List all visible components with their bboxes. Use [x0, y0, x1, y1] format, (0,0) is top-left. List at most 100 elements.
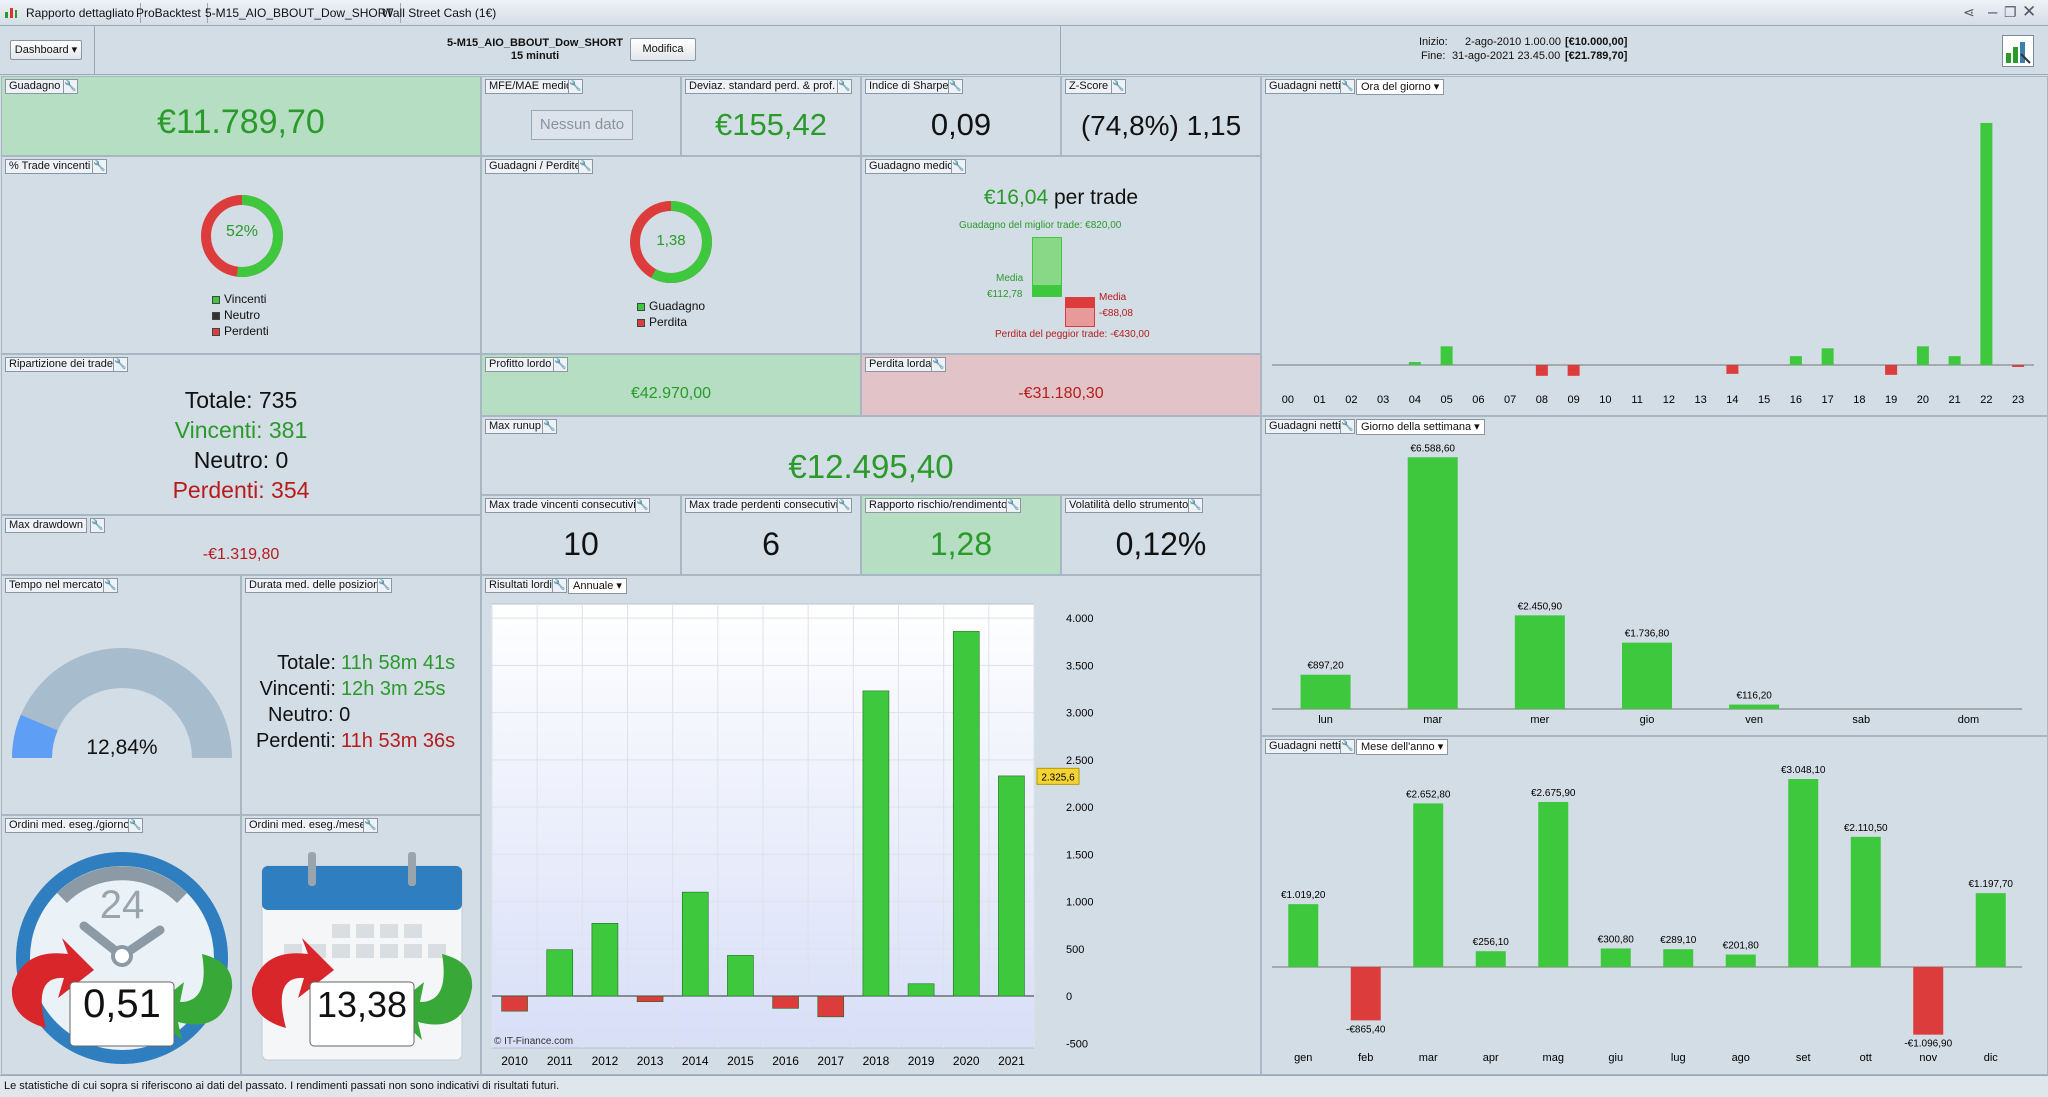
- wrench-icon[interactable]: 🔧: [113, 357, 128, 372]
- watermark: © IT-Finance.com: [494, 1036, 573, 1047]
- zscore-value: (74,8%) 1,15: [1080, 110, 1242, 141]
- gain-value: €11.789,70: [157, 103, 325, 141]
- tab-instrument[interactable]: Wall Street Cash (1€): [382, 6, 497, 20]
- y-tick-label: 2.000: [1066, 802, 1094, 814]
- wrench-icon[interactable]: 🔧: [103, 578, 118, 593]
- max-consecutive-wins-panel: Max trade vincenti consecutivi 🔧 10: [481, 495, 681, 575]
- panel-title: Ordini med. eseg./mese: [245, 818, 370, 833]
- wrench-icon[interactable]: 🔧: [635, 498, 650, 513]
- period-dropdown[interactable]: Annuale ▾: [568, 578, 627, 594]
- worst-trade: Perdita del peggior trade: -€430,00: [995, 329, 1150, 340]
- tab-probacktest[interactable]: ProBacktest: [130, 3, 208, 23]
- bar: [1350, 967, 1381, 1021]
- panel-title: Durata med. delle posizioni: [245, 578, 386, 593]
- risk-reward-value: 1,28: [929, 526, 993, 562]
- max-runup-panel: Max runup 🔧 €12.495,40: [481, 416, 1261, 495]
- x-tick-label: dic: [1984, 1052, 1999, 1064]
- time-in-market-panel: Tempo nel mercato 🔧 12,84%: [1, 575, 241, 815]
- tab-system[interactable]: 5-M15_AIO_BBOUT_Dow_SHORT: [199, 3, 401, 23]
- tab-detailed-report[interactable]: Rapporto dettagliato: [20, 3, 142, 23]
- wrench-icon[interactable]: 🔧: [377, 578, 392, 593]
- x-tick-label: 15: [1758, 394, 1770, 406]
- avg-win-value: €112,78: [987, 289, 1023, 300]
- panel-title: Guadagni / Perdite: [485, 159, 585, 174]
- gross-loss-value: -€31.180,30: [1018, 385, 1104, 402]
- panel-title: Deviaz. standard perd. & prof.: [685, 79, 840, 94]
- duration-total-value: 11h 58m 41s: [341, 652, 456, 674]
- wrench-icon[interactable]: 🔧: [542, 419, 557, 434]
- modify-button[interactable]: Modifica: [630, 38, 696, 61]
- x-tick-label: 23: [2012, 394, 2024, 406]
- wrench-icon[interactable]: 🔧: [951, 159, 966, 174]
- restore-icon[interactable]: ❐: [2004, 4, 2017, 20]
- x-tick-label: 09: [1568, 394, 1580, 406]
- wrench-icon[interactable]: 🔧: [837, 498, 852, 513]
- bar: [1729, 704, 1780, 709]
- bar: [1535, 365, 1548, 376]
- hourly-dropdown[interactable]: Ora del giorno ▾: [1356, 79, 1445, 95]
- bar: [1726, 365, 1739, 374]
- x-tick-label: 2012: [592, 1054, 619, 1068]
- wrench-icon[interactable]: 🔧: [363, 818, 378, 833]
- wrench-icon[interactable]: 🔧: [128, 818, 143, 833]
- wrench-icon[interactable]: 🔧: [578, 159, 593, 174]
- report-settings-icon[interactable]: [2002, 35, 2034, 67]
- minimize-icon[interactable]: –: [1988, 2, 1998, 21]
- dashboard-dropdown[interactable]: Dashboard ▾: [10, 40, 82, 60]
- close-icon[interactable]: ✕: [2022, 2, 2037, 21]
- bar: [1300, 674, 1351, 709]
- losing-trades: Perdenti: 354: [172, 477, 310, 503]
- system-name: 5-M15_AIO_BBOUT_Dow_SHORT: [446, 37, 624, 49]
- wrench-icon[interactable]: 🔧: [1006, 498, 1021, 513]
- win-pct-panel: % Trade vincenti 🔧 52% Vincenti Neutro P…: [1, 156, 481, 354]
- wrench-icon[interactable]: 🔧: [837, 79, 852, 94]
- panel-title: Max trade perdenti consecutivi: [685, 498, 843, 513]
- wrench-icon[interactable]: 🔧: [553, 357, 568, 372]
- panel-title: Max drawdown: [5, 518, 87, 533]
- avg-win-label: Media: [996, 273, 1024, 284]
- wrench-icon[interactable]: 🔧: [1340, 739, 1355, 754]
- share-icon[interactable]: ⋖: [1963, 4, 1975, 20]
- title-bar: Rapporto dettagliato ProBacktest 5-M15_A…: [0, 0, 2048, 26]
- gross-profit-panel: Profitto lordo 🔧 €42.970,00: [481, 354, 861, 416]
- wrench-icon[interactable]: 🔧: [1111, 79, 1126, 94]
- x-tick-label: 20: [1917, 394, 1929, 406]
- x-tick-label: set: [1796, 1052, 1811, 1064]
- gain-panel: Guadagno 🔧 €11.789,70: [1, 76, 481, 156]
- bar: [1821, 348, 1834, 365]
- total-trades: Totale: 735: [184, 387, 298, 413]
- x-tick-label: 2014: [682, 1054, 709, 1068]
- data-label: -€865,40: [1346, 1024, 1386, 1035]
- legend-item: Neutro: [212, 308, 260, 322]
- x-tick-label: 08: [1536, 394, 1548, 406]
- wrench-icon[interactable]: 🔧: [92, 159, 107, 174]
- clock-dial: 24: [100, 883, 145, 927]
- bar: [636, 995, 664, 1003]
- wrench-icon[interactable]: 🔧: [63, 79, 78, 94]
- wrench-icon[interactable]: 🔧: [568, 79, 583, 94]
- month-dropdown[interactable]: Mese dell'anno ▾: [1356, 739, 1449, 755]
- wrench-icon[interactable]: 🔧: [1340, 79, 1355, 94]
- gross-results-panel: Risultati lordi 🔧 Annuale ▾ -500 0 500 1.00…: [481, 575, 1261, 1075]
- wrench-icon[interactable]: 🔧: [552, 578, 567, 593]
- x-tick-label: 2019: [908, 1054, 935, 1068]
- x-tick-label: 14: [1726, 394, 1738, 406]
- wrench-icon[interactable]: 🔧: [90, 518, 105, 533]
- wrench-icon[interactable]: 🔧: [1188, 498, 1203, 513]
- data-label: €2.652,80: [1406, 789, 1451, 800]
- wrench-icon[interactable]: 🔧: [1340, 419, 1355, 434]
- wrench-icon[interactable]: 🔧: [948, 79, 963, 94]
- panel-title: MFE/MAE medio: [485, 79, 577, 94]
- x-tick-label: 17: [1822, 394, 1834, 406]
- panel-title: Profitto lordo: [485, 357, 556, 372]
- duration-lose-label: Perdenti:: [255, 730, 336, 752]
- x-tick-label: mer: [1530, 714, 1549, 726]
- bar: [2012, 365, 2025, 367]
- divider: [1060, 26, 1061, 75]
- mfe-mae-panel: MFE/MAE medio 🔧 Nessun dato: [481, 76, 681, 156]
- avg-loss-label: Media: [1099, 292, 1127, 303]
- x-tick-label: 21: [1949, 394, 1961, 406]
- weekday-dropdown[interactable]: Giorno della settimana ▾: [1356, 419, 1485, 435]
- wrench-icon[interactable]: 🔧: [931, 357, 946, 372]
- bar: [1850, 836, 1881, 967]
